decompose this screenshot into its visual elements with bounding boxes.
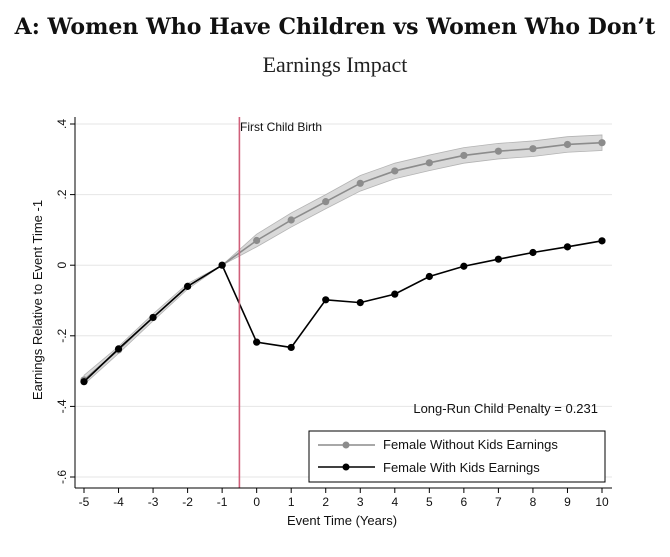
chart-subtitle: Earnings Impact [262,52,408,77]
data-point-series-0-11 [460,151,468,160]
y-tick-label-1: -.4 [55,399,69,413]
data-point-series-1-9 [391,290,399,298]
data-point-series-1-2 [149,313,157,322]
data-point-series-1-0 [80,378,88,386]
data-point-series-1-10 [425,272,433,281]
x-tick-label-9: 4 [391,495,398,509]
data-point-series-1-7 [322,296,330,304]
x-axis-label: Event Time (Years) [287,513,397,528]
data-point-series-0-13 [529,145,537,153]
legend-marker-without-kids [342,441,350,449]
y-tick-label-3: 0 [55,262,69,269]
data-point-series-0-9 [391,167,399,175]
x-tick-label-8: 3 [357,495,364,509]
x-tick-label-12: 7 [495,495,502,509]
penalty-annotation: Long-Run Child Penalty = 0.231 [413,401,598,416]
x-tick-label-3: -2 [182,495,193,509]
series-line-0 [83,141,603,381]
x-tick-label-13: 8 [530,495,537,509]
data-point-series-1-6 [287,343,295,352]
x-tick-label-7: 2 [322,495,329,509]
chart-text: First Child Birth Long-Run Child Penalty… [30,120,598,528]
series-lines [80,139,606,386]
data-point-series-1-4 [218,261,226,269]
x-tick-label-15: 10 [595,495,609,509]
y-tick-label-4: .2 [55,189,69,199]
data-point-series-0-6 [287,216,295,224]
x-tick-label-6: 1 [288,495,295,509]
data-point-series-0-5 [253,236,261,245]
data-point-series-0-10 [425,159,433,167]
data-point-series-0-15 [598,139,606,147]
legend-box [308,430,606,483]
y-axis-label: Earnings Relative to Event Time -1 [30,200,45,400]
data-point-series-1-8 [356,299,364,307]
data-point-series-0-12 [494,147,502,155]
data-point-series-0-7 [322,198,330,206]
event-label: First Child Birth [240,120,322,134]
data-point-series-1-12 [494,255,502,263]
chart-title: A: Women Who Have Children vs Women Who … [14,14,656,40]
data-point-series-0-14 [563,140,572,149]
legend: Female Without Kids Earnings Female With… [308,430,606,483]
legend-marker-with-kids [342,463,350,471]
data-point-series-1-5 [253,338,261,346]
x-tick-label-1: -4 [113,495,124,509]
x-tick-label-14: 9 [564,495,571,509]
data-point-series-0-8 [356,179,364,187]
legend-label-with-kids: Female With Kids Earnings [383,460,540,475]
data-point-series-1-3 [184,282,192,290]
confidence-bands [83,134,603,386]
data-point-series-1-1 [114,345,123,353]
x-tick-label-10: 5 [426,495,433,509]
legend-label-without-kids: Female Without Kids Earnings [383,437,558,452]
data-point-series-1-15 [598,237,606,245]
axes: -.6 -.4 -.2 0 .2 .4 -5 -4 -3 -2 -1 0 1 2 3 4 5 6 7 8 9 10 [55,117,612,509]
x-tick-label-11: 6 [461,495,468,509]
x-tick-label-2: -3 [148,495,159,509]
y-tick-label-2: -.2 [55,328,69,342]
x-tick-label-4: -1 [217,495,228,509]
data-point-series-1-11 [460,262,468,270]
y-tick-label-0: -.6 [55,470,69,484]
data-point-series-1-13 [529,248,537,257]
x-tick-label-5: 0 [253,495,260,509]
data-point-series-1-14 [563,243,572,251]
x-tick-label-0: -5 [79,495,90,509]
ci-band-series-0 [83,134,603,386]
y-tick-label-5: .4 [55,119,69,129]
series-line-1 [83,240,603,383]
